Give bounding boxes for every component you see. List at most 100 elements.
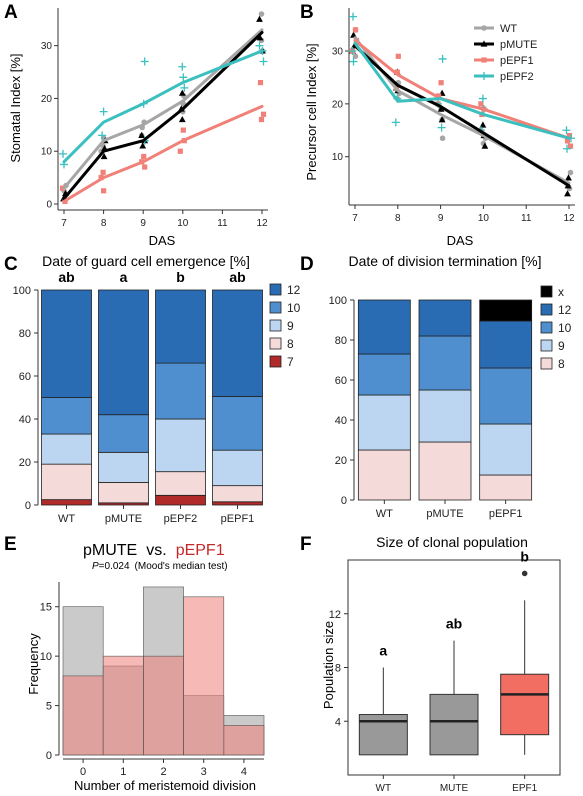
panel-a-lines xyxy=(62,28,264,203)
significance-label: ab xyxy=(446,616,462,632)
x-tick-label: WT xyxy=(58,513,75,525)
x-tick-label: 0 xyxy=(80,766,86,778)
y-tick-label: 0 xyxy=(46,750,52,762)
x-tick-label: 8 xyxy=(395,213,401,224)
bar-segment xyxy=(357,353,411,396)
legend-swatch xyxy=(540,321,553,334)
x-tick-label: pEPF2 xyxy=(164,513,198,525)
x-tick-label: WT xyxy=(376,783,392,794)
data-point xyxy=(179,73,188,82)
x-tick-label: WT xyxy=(376,508,393,520)
data-point xyxy=(256,34,264,41)
bar-segment xyxy=(155,289,206,364)
legend-label: 10 xyxy=(558,321,572,335)
legend-swatch xyxy=(269,355,282,368)
panel-c-legend: 12 10 9 8 7 xyxy=(269,283,301,369)
bar-segment xyxy=(212,396,263,451)
legend-label: 9 xyxy=(558,339,565,353)
x-tick-label: 3 xyxy=(201,766,207,778)
legend-swatch xyxy=(269,283,282,296)
data-point xyxy=(567,169,574,176)
legend-label: x xyxy=(558,285,564,299)
x-tick-label: 1 xyxy=(120,766,126,778)
x-tick-label: MUTE xyxy=(440,783,469,794)
panel-b-xlabel: DAS xyxy=(447,233,474,248)
series-line xyxy=(353,36,571,185)
legend-marker xyxy=(481,57,487,63)
histogram-bar xyxy=(223,725,265,756)
data-point xyxy=(349,12,357,21)
series-line xyxy=(62,49,264,164)
bar-segment xyxy=(41,499,92,506)
data-point xyxy=(437,105,445,112)
series-line xyxy=(62,28,264,190)
box xyxy=(429,693,479,756)
x-tick-label: 7 xyxy=(61,218,67,229)
data-point xyxy=(437,123,446,132)
y-tick-label: 20 xyxy=(41,94,53,105)
y-tick-label: 100 xyxy=(329,295,347,307)
panel-a-letter: A xyxy=(4,2,18,23)
bar-segment xyxy=(212,501,263,506)
bar-segment xyxy=(357,299,411,355)
data-point xyxy=(563,144,571,153)
bar-segment xyxy=(479,474,533,501)
x-tick-label: 10 xyxy=(177,218,189,229)
legend-swatch xyxy=(269,337,282,350)
panel-a-points xyxy=(59,11,268,204)
data-point xyxy=(479,121,487,128)
data-point xyxy=(178,89,186,96)
legend-swatch xyxy=(269,301,282,314)
panel-d-legend: x 12 10 9 8 xyxy=(540,285,572,371)
histogram-bar xyxy=(183,596,225,756)
data-point xyxy=(562,126,571,135)
significance-label: b xyxy=(520,548,529,564)
panel-e-title: pMUTE vs. pEPF1 xyxy=(83,542,225,559)
data-point xyxy=(564,138,571,144)
y-tick-label: 30 xyxy=(332,47,344,58)
x-tick-label: 11 xyxy=(521,213,532,224)
bar-segment xyxy=(418,389,472,443)
legend-label: pEPF2 xyxy=(500,71,534,83)
panel-d: D Date of division termination [%] 0 20 40… xyxy=(300,253,572,520)
series-line xyxy=(62,104,264,203)
y-tick-label: 0 xyxy=(46,200,52,211)
panel-b-letter: B xyxy=(300,2,314,23)
bar-segment xyxy=(418,299,472,337)
x-tick-label: 9 xyxy=(438,213,444,224)
significance-label: a xyxy=(120,269,128,285)
legend-label: WT xyxy=(500,23,517,35)
bar-segment xyxy=(155,494,206,506)
legend-marker xyxy=(480,40,488,47)
panel-c-letter: C xyxy=(4,254,18,275)
x-tick-label: pEPF1 xyxy=(221,513,255,525)
y-tick-label: 0 xyxy=(341,495,347,507)
bar-segment xyxy=(479,423,533,476)
bar-segment xyxy=(212,449,263,487)
significance-label: a xyxy=(379,643,387,659)
data-point xyxy=(141,153,147,160)
panel-b-ylabel: Precursor cell Index [%] xyxy=(304,43,319,180)
bar-segment xyxy=(98,414,149,453)
legend-label: pEPF1 xyxy=(500,55,534,67)
data-point xyxy=(567,143,574,149)
bar-segment xyxy=(357,394,411,451)
data-point xyxy=(394,69,400,75)
data-point xyxy=(258,11,265,17)
bar-segment xyxy=(418,441,472,501)
data-point xyxy=(138,131,146,138)
bar-segment xyxy=(41,463,92,501)
legend-marker xyxy=(481,25,487,31)
data-point xyxy=(564,190,571,197)
data-point xyxy=(566,132,573,139)
bar-segment xyxy=(41,397,92,435)
y-tick-label: 4 xyxy=(335,716,341,728)
y-tick-label: 5 xyxy=(46,701,52,713)
data-point xyxy=(99,107,108,116)
data-point xyxy=(180,83,189,92)
legend-label: 8 xyxy=(558,357,565,371)
legend-label: 12 xyxy=(287,283,301,297)
x-tick-label: 8 xyxy=(101,218,107,229)
x-tick-label: pEPF1 xyxy=(489,508,523,520)
